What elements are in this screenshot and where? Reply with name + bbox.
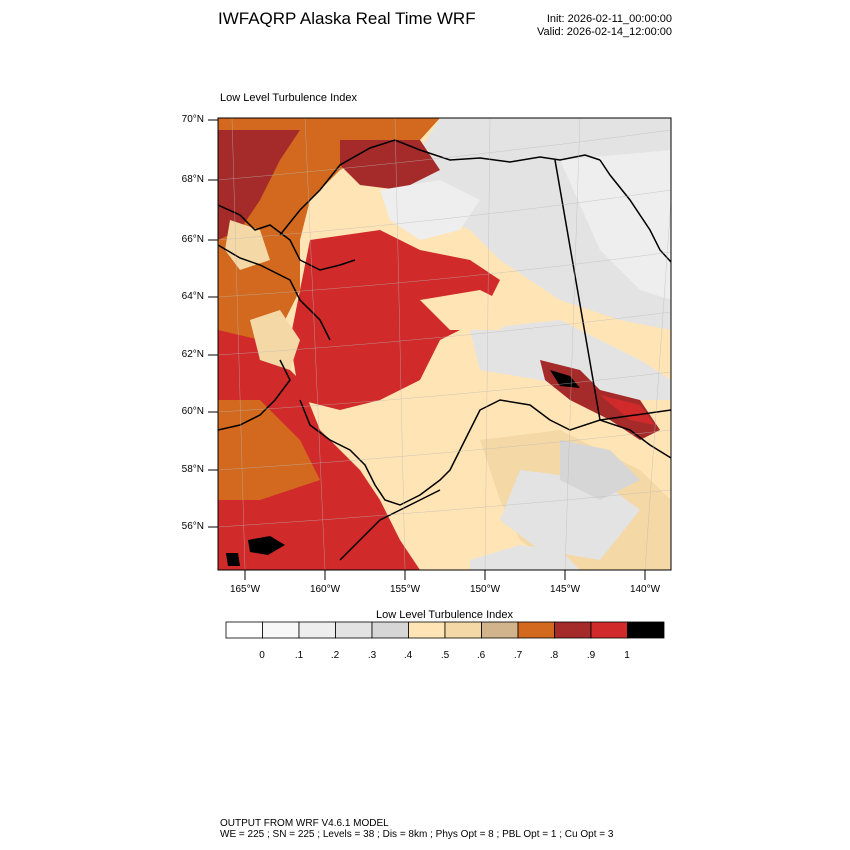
colorbar-box-10 [590,621,628,639]
colorbar-box-8 [517,621,555,639]
coastlines [218,139,671,561]
colorbar [225,621,665,639]
init-time: Init: 2026-02-11_00:00:00 [546,13,672,25]
lat-label-64n: 64°N [181,291,204,302]
colorbar-box-9 [554,621,592,639]
lat-label-60n: 60°N [181,406,204,417]
colorbar-label-0-1: .1 [294,650,304,661]
model-config-line: WE = 225 ; SN = 225 ; Levels = 38 ; Dis … [220,829,614,840]
colorbar-label-0: 0 [259,650,265,661]
colorbar-box-11 [627,621,665,639]
lat-label-62n: 62°N [181,349,204,360]
lat-label-66n: 66°N [181,234,204,245]
colorbar-label-0-4: .4 [403,650,413,661]
lon-label-160w: 160°W [309,584,341,595]
model-output-line: OUTPUT FROM WRF V4.6.1 MODEL [220,818,389,829]
colorbar-label-0-3: .3 [367,650,377,661]
lon-label-150w: 150°W [469,584,501,595]
lon-label-140w: 140°W [629,584,661,595]
colorbar-label-0-5: .5 [440,650,450,661]
colorbar-label-0-8: .8 [549,650,559,661]
colorbar-label-1: 1 [624,650,630,661]
turbulence-field [218,118,671,570]
colorbar-box-5 [408,621,446,639]
colorbar-title: Low Level Turbulence Index [376,609,513,621]
colorbar-label-0-9: .9 [586,650,596,661]
lon-ticks [244,570,646,580]
lat-label-70n: 70°N [181,114,204,125]
lon-label-145w: 145°W [549,584,581,595]
lon-label-165w: 165°W [229,584,261,595]
lat-label-56n: 56°N [181,521,204,532]
colorbar-box-0 [225,621,263,639]
lat-label-68n: 68°N [181,174,204,185]
colorbar-label-0-6: .6 [476,650,486,661]
graticule [218,118,671,570]
colorbar-box-6 [444,621,482,639]
colorbar-box-3 [335,621,373,639]
lat-label-58n: 58°N [181,464,204,475]
colorbar-label-0-2: .2 [330,650,340,661]
colorbar-box-7 [481,621,519,639]
colorbar-label-0-7: .7 [513,650,523,661]
valid-time: Valid: 2026-02-14_12:00:00 [537,26,672,38]
lat-ticks [208,119,218,528]
colorbar-box-1 [262,621,300,639]
colorbar-box-4 [371,621,409,639]
colorbar-box-2 [298,621,336,639]
main-title: IWFAQRP Alaska Real Time WRF [218,9,476,28]
lon-label-155w: 155°W [389,584,421,595]
plot-title: Low Level Turbulence Index [220,92,357,104]
